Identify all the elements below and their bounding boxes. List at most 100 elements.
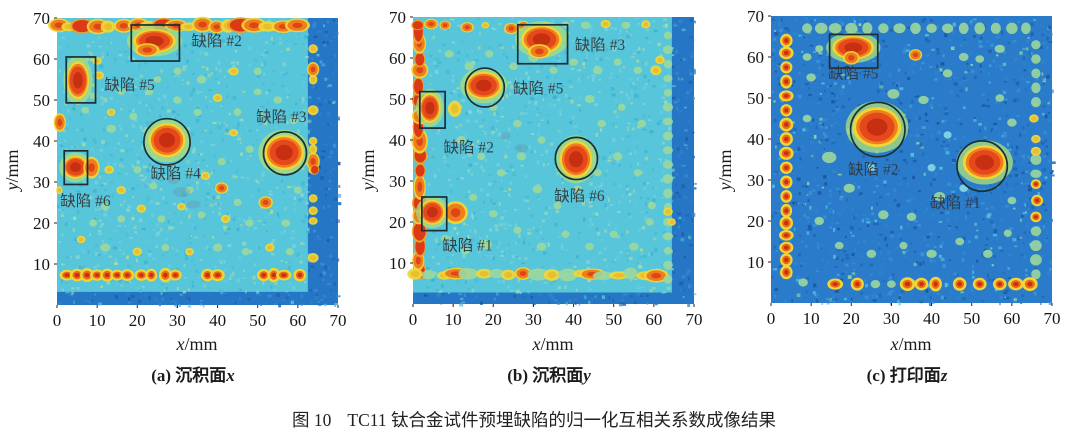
x-tick-label: 40 xyxy=(923,309,940,328)
y-axis-label: y/mm xyxy=(358,100,380,240)
defect-label: 缺陷 #6 xyxy=(60,192,111,210)
x-axis-unit: /mm xyxy=(540,334,574,354)
figure-caption-text: TC11 钛合金试件预埋缺陷的归一化互相关系数成像结果 xyxy=(347,410,776,430)
defect-marker xyxy=(828,33,879,69)
x-axis-var: x xyxy=(890,334,899,354)
y-tick-label: 50 xyxy=(389,90,406,109)
defect-label: 缺陷 #5 xyxy=(104,76,155,94)
x-tick-label: 60 xyxy=(645,310,662,329)
y-axis-unit: /mm xyxy=(2,149,22,183)
x-tick-label: 0 xyxy=(409,310,418,329)
x-axis-label: x/mm xyxy=(127,334,267,355)
x-tick-label: 70 xyxy=(1044,309,1061,328)
defect-marker xyxy=(516,23,569,65)
y-tick-label: 30 xyxy=(389,172,406,191)
y-axis-unit: /mm xyxy=(715,149,735,183)
y-tick-label: 20 xyxy=(389,213,406,232)
x-axis-unit: /mm xyxy=(898,334,932,354)
y-tick-label: 50 xyxy=(33,91,50,110)
panel-title-a: (a) 沉积面x xyxy=(123,361,263,386)
y-tick-label: 60 xyxy=(747,48,764,67)
x-tick-label: 0 xyxy=(767,309,776,328)
x-tick-label: 70 xyxy=(686,310,703,329)
panel-title-text: (a) 沉积面 xyxy=(151,366,227,385)
defect-marker xyxy=(849,101,906,158)
defect-label: 缺陷 #3 xyxy=(575,36,626,54)
defect-marker xyxy=(63,149,89,186)
panel-title-b: (b) 沉积面y xyxy=(479,361,619,386)
defect-marker xyxy=(956,140,1009,193)
defect-label: 缺陷 #1 xyxy=(442,237,492,255)
x-tick-label: 40 xyxy=(565,310,582,329)
x-axis-unit: /mm xyxy=(184,334,218,354)
x-tick-label: 70 xyxy=(330,311,347,330)
y-tick-label: 70 xyxy=(747,7,764,26)
y-tick-label: 10 xyxy=(389,254,406,273)
defect-label: 缺陷 #5 xyxy=(828,64,879,82)
x-axis-label: x/mm xyxy=(483,334,623,355)
x-tick-label: 30 xyxy=(169,311,186,330)
defect-label: 缺陷 #5 xyxy=(513,79,564,97)
heatmap-panel-a: 缺陷 #2 缺陷 #5 缺陷 #4 缺陷 #3 缺陷 #6 0 10 20 30 40 50 60 70… xyxy=(33,9,347,330)
defect-marker xyxy=(262,130,308,176)
y-tick-label: 30 xyxy=(33,173,50,192)
x-tick-label: 50 xyxy=(249,311,266,330)
defect-annotations: 缺陷 #3 缺陷 #5 缺陷 #2 缺陷 #6 缺陷 #1 xyxy=(416,21,625,255)
x-tick-label: 50 xyxy=(605,310,622,329)
y-tick-label: 20 xyxy=(33,214,50,233)
panel-title-text: (b) 沉积面 xyxy=(507,366,584,385)
figure-caption: 图 10 TC11 钛合金试件预埋缺陷的归一化互相关系数成像结果 xyxy=(0,407,1068,432)
defect-marker xyxy=(464,67,506,108)
panel-title-text: (c) 打印面 xyxy=(866,366,941,385)
y-tick-label: 50 xyxy=(747,89,764,108)
figure-number: 图 10 xyxy=(292,410,332,430)
y-tick-label: 40 xyxy=(33,132,50,151)
heatmap-hotspots xyxy=(48,16,320,283)
defect-annotations: 缺陷 #5 缺陷 #2 缺陷 #1 xyxy=(826,32,1013,212)
y-axis-var: y xyxy=(715,182,735,191)
x-tick-label: 60 xyxy=(1003,309,1020,328)
x-tick-label: 60 xyxy=(289,311,306,330)
x-tick-label: 20 xyxy=(485,310,502,329)
x-tick-label: 20 xyxy=(129,311,146,330)
y-axis-label: y/mm xyxy=(715,100,737,240)
x-tick-label: 50 xyxy=(963,309,980,328)
x-tick-label: 0 xyxy=(53,311,62,330)
defect-label: 缺陷 #3 xyxy=(256,108,307,126)
panel-title-var: y xyxy=(583,366,591,385)
axis-ticks: 0 10 20 30 40 50 60 70 10 20 30 40 50 60 70 xyxy=(389,8,703,329)
panel-a: 缺陷 #2 缺陷 #5 缺陷 #4 缺陷 #3 缺陷 #6 0 10 20 30 40 50 60 70… xyxy=(0,0,356,400)
defect-marker xyxy=(143,117,191,166)
panel-title-c: (c) 打印面z xyxy=(837,361,977,386)
axis-ticks: 0 10 20 30 40 50 60 70 10 20 30 40 50 60 70 xyxy=(747,7,1061,328)
defect-marker xyxy=(418,90,446,129)
x-tick-label: 10 xyxy=(89,311,106,330)
y-axis-label: y/mm xyxy=(2,100,24,240)
x-axis-var: x xyxy=(176,334,185,354)
defect-label: 缺陷 #4 xyxy=(151,165,202,183)
panel-c: 缺陷 #5 缺陷 #2 缺陷 #1 0 10 20 30 40 50 60 70 10 20 30 40 50… xyxy=(713,0,1068,400)
y-axis-var: y xyxy=(358,182,378,191)
x-tick-label: 30 xyxy=(525,310,542,329)
defect-label: 缺陷 #6 xyxy=(554,187,605,205)
defect-marker xyxy=(554,136,599,181)
panel-title-var: z xyxy=(940,366,948,385)
heatmap-panel-c: 缺陷 #5 缺陷 #2 缺陷 #1 0 10 20 30 40 50 60 70 10 20 30 40 50… xyxy=(747,7,1061,328)
y-tick-label: 60 xyxy=(389,49,406,68)
x-axis-var: x xyxy=(532,334,541,354)
heatmap-panel-b: 缺陷 #3 缺陷 #5 缺陷 #2 缺陷 #6 缺陷 #1 0 10 20 30 40 50 60 70… xyxy=(389,8,703,329)
defect-marker xyxy=(65,56,97,104)
defect-label: 缺陷 #2 xyxy=(191,32,241,50)
x-tick-label: 30 xyxy=(883,309,900,328)
x-axis-label: x/mm xyxy=(841,334,981,355)
heatmap-hotspots xyxy=(779,22,1044,292)
panel-title-var: x xyxy=(226,366,235,385)
panel-b: 缺陷 #3 缺陷 #5 缺陷 #2 缺陷 #6 缺陷 #1 0 10 20 30 40 50 60 70… xyxy=(356,0,712,400)
x-tick-label: 20 xyxy=(843,309,860,328)
y-tick-label: 10 xyxy=(33,255,50,274)
defect-label: 缺陷 #2 xyxy=(848,161,898,179)
y-tick-label: 40 xyxy=(389,131,406,150)
axis-ticks: 0 10 20 30 40 50 60 70 10 20 30 40 50 60 70 xyxy=(33,9,347,330)
y-axis-var: y xyxy=(2,182,22,191)
